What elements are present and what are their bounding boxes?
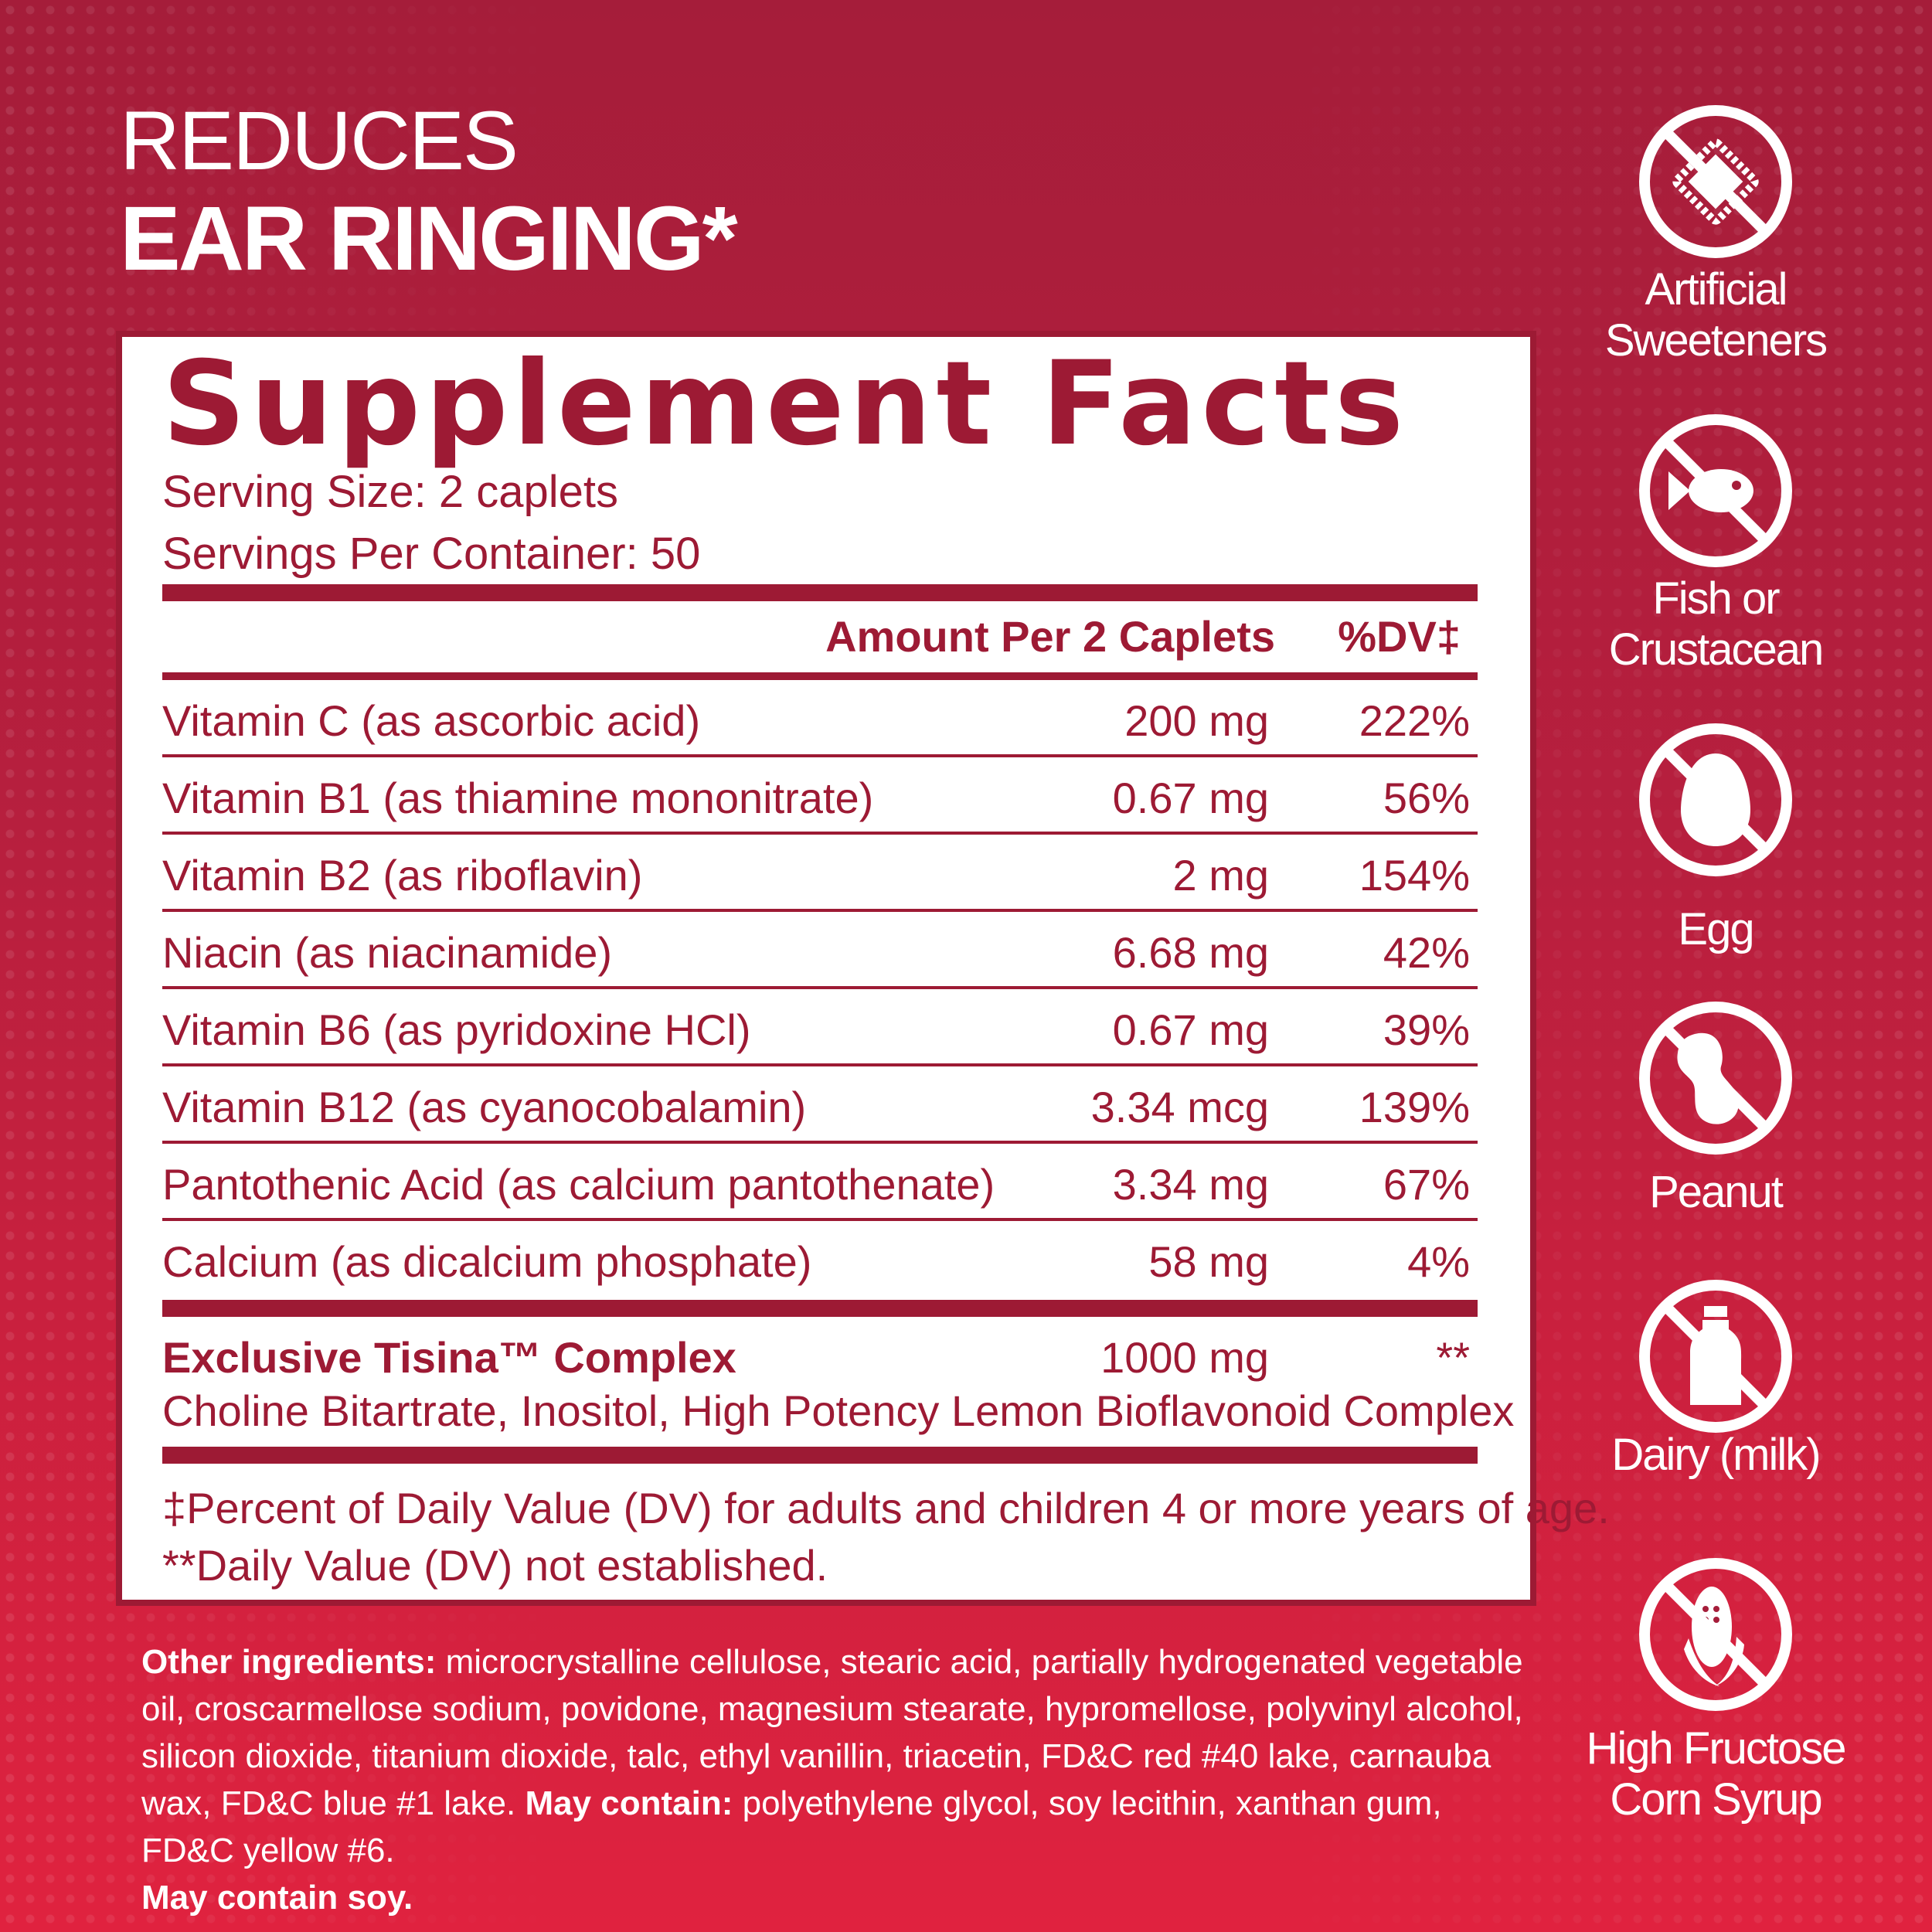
soy-note: May contain soy. — [141, 1879, 413, 1917]
row-divider — [162, 1218, 1478, 1221]
complex-amount: 1000 mg — [1100, 1333, 1269, 1382]
may-contain-text: polyethylene glycol, soy lecithin, xanth… — [141, 1784, 1442, 1869]
nutrient-dv: 67% — [1383, 1160, 1470, 1209]
thick-divider — [162, 1447, 1478, 1464]
nutrient-dv: 4% — [1407, 1237, 1470, 1286]
nutrient-name: Vitamin B2 (as riboflavin) — [162, 851, 643, 900]
nutrient-amount: 0.67 mg — [1112, 774, 1269, 822]
free-from-label: Peanut — [1649, 1167, 1784, 1217]
free-from-label: Artificial Sweeteners — [1604, 264, 1828, 366]
nutrient-name: Vitamin B12 (as cyanocobalamin) — [162, 1083, 807, 1131]
nutrient-row: Vitamin C (as ascorbic acid) 200 mg 222% — [162, 680, 1478, 757]
corn-icon — [1639, 1558, 1792, 1711]
nutrient-name: Vitamin B6 (as pyridoxine HCl) — [162, 1005, 751, 1054]
footnote-not-established: **Daily Value (DV) not established. — [162, 1541, 828, 1590]
nutrient-dv: 56% — [1383, 774, 1470, 822]
free-from-label: Fish or Crustacean — [1608, 573, 1825, 675]
nutrient-dv: 139% — [1359, 1083, 1470, 1131]
nutrient-row: Vitamin B6 (as pyridoxine HCl) 0.67 mg 3… — [162, 989, 1478, 1066]
nutrient-row: Niacin (as niacinamide) 6.68 mg 42% — [162, 912, 1478, 989]
footnote-dv: ‡Percent of Daily Value (DV) for adults … — [162, 1484, 1610, 1532]
nutrient-amount: 200 mg — [1124, 696, 1269, 745]
nutrient-dv: 222% — [1359, 696, 1470, 745]
row-divider — [162, 909, 1478, 912]
other-ingredients-text: microcrystalline cellulose, stearic acid… — [141, 1643, 1523, 1822]
headline-ear-ringing: EAR RINGING* — [120, 188, 738, 290]
servings-per-container: Servings Per Container: 50 — [162, 529, 701, 579]
nutrient-name: Vitamin B1 (as thiamine mononitrate) — [162, 774, 874, 822]
nutrient-dv: 39% — [1383, 1005, 1470, 1054]
fish-icon — [1639, 414, 1792, 567]
nutrient-name: Niacin (as niacinamide) — [162, 928, 613, 977]
nutrient-row: Vitamin B2 (as riboflavin) 2 mg 154% — [162, 835, 1478, 912]
nutrient-row: Vitamin B12 (as cyanocobalamin) 3.34 mcg… — [162, 1066, 1478, 1144]
complex-row: Exclusive Tisina™ Complex 1000 mg ** — [162, 1317, 1478, 1394]
headline-reduces: REDUCES — [120, 94, 519, 187]
supplement-facts-title: Supplement Facts — [162, 337, 1409, 471]
header-amount: Amount Per 2 Caplets — [825, 612, 1275, 661]
complex-name: Exclusive Tisina™ Complex — [162, 1333, 736, 1382]
supplement-facts-panel: Supplement Facts Serving Size: 2 caplets… — [116, 331, 1610, 1606]
egg-icon — [1639, 723, 1792, 876]
nutrient-amount: 3.34 mcg — [1090, 1083, 1269, 1131]
other-ingredients: Other ingredients: microcrystalline cell… — [141, 1638, 1525, 1921]
row-divider — [162, 754, 1478, 757]
nutrient-amount: 58 mg — [1148, 1237, 1269, 1286]
free-from-label: High Fructose Corn Syrup — [1586, 1723, 1846, 1825]
nutrient-amount: 6.68 mg — [1112, 928, 1269, 977]
medium-divider — [162, 672, 1478, 680]
nutrient-name: Vitamin C (as ascorbic acid) — [162, 696, 701, 745]
row-divider — [162, 1063, 1478, 1066]
complex-ingredients: Choline Bitartrate, Inositol, High Poten… — [162, 1386, 1515, 1435]
free-from-label: Dairy (milk) — [1611, 1430, 1821, 1480]
nutrient-row: Pantothenic Acid (as calcium pantothenat… — [162, 1144, 1478, 1221]
nutrient-row: Vitamin B1 (as thiamine mononitrate) 0.6… — [162, 757, 1478, 835]
thick-divider — [162, 1300, 1478, 1317]
nutrient-dv: 154% — [1359, 851, 1470, 900]
milk-bottle-icon — [1639, 1280, 1792, 1433]
header-dv: %DV‡ — [1338, 612, 1461, 661]
other-ingredients-label: Other ingredients: — [141, 1643, 437, 1681]
sweetener-packet-icon — [1639, 105, 1792, 258]
nutrient-dv: 42% — [1383, 928, 1470, 977]
row-divider — [162, 1141, 1478, 1144]
free-from-label: Egg — [1678, 904, 1754, 954]
complex-dv: ** — [1436, 1333, 1470, 1382]
nutrient-amount: 3.34 mg — [1112, 1160, 1269, 1209]
nutrient-name: Calcium (as dicalcium phosphate) — [162, 1237, 812, 1286]
nutrient-amount: 2 mg — [1172, 851, 1270, 900]
thick-divider — [162, 584, 1478, 601]
may-contain-label: May contain: — [525, 1784, 733, 1822]
row-divider — [162, 832, 1478, 835]
peanut-icon — [1639, 1002, 1792, 1155]
serving-size: Serving Size: 2 caplets — [162, 467, 618, 517]
row-divider — [162, 986, 1478, 989]
nutrient-name: Pantothenic Acid (as calcium pantothenat… — [162, 1160, 995, 1209]
nutrient-amount: 0.67 mg — [1112, 1005, 1269, 1054]
nutrient-row: Calcium (as dicalcium phosphate) 58 mg 4… — [162, 1221, 1478, 1298]
